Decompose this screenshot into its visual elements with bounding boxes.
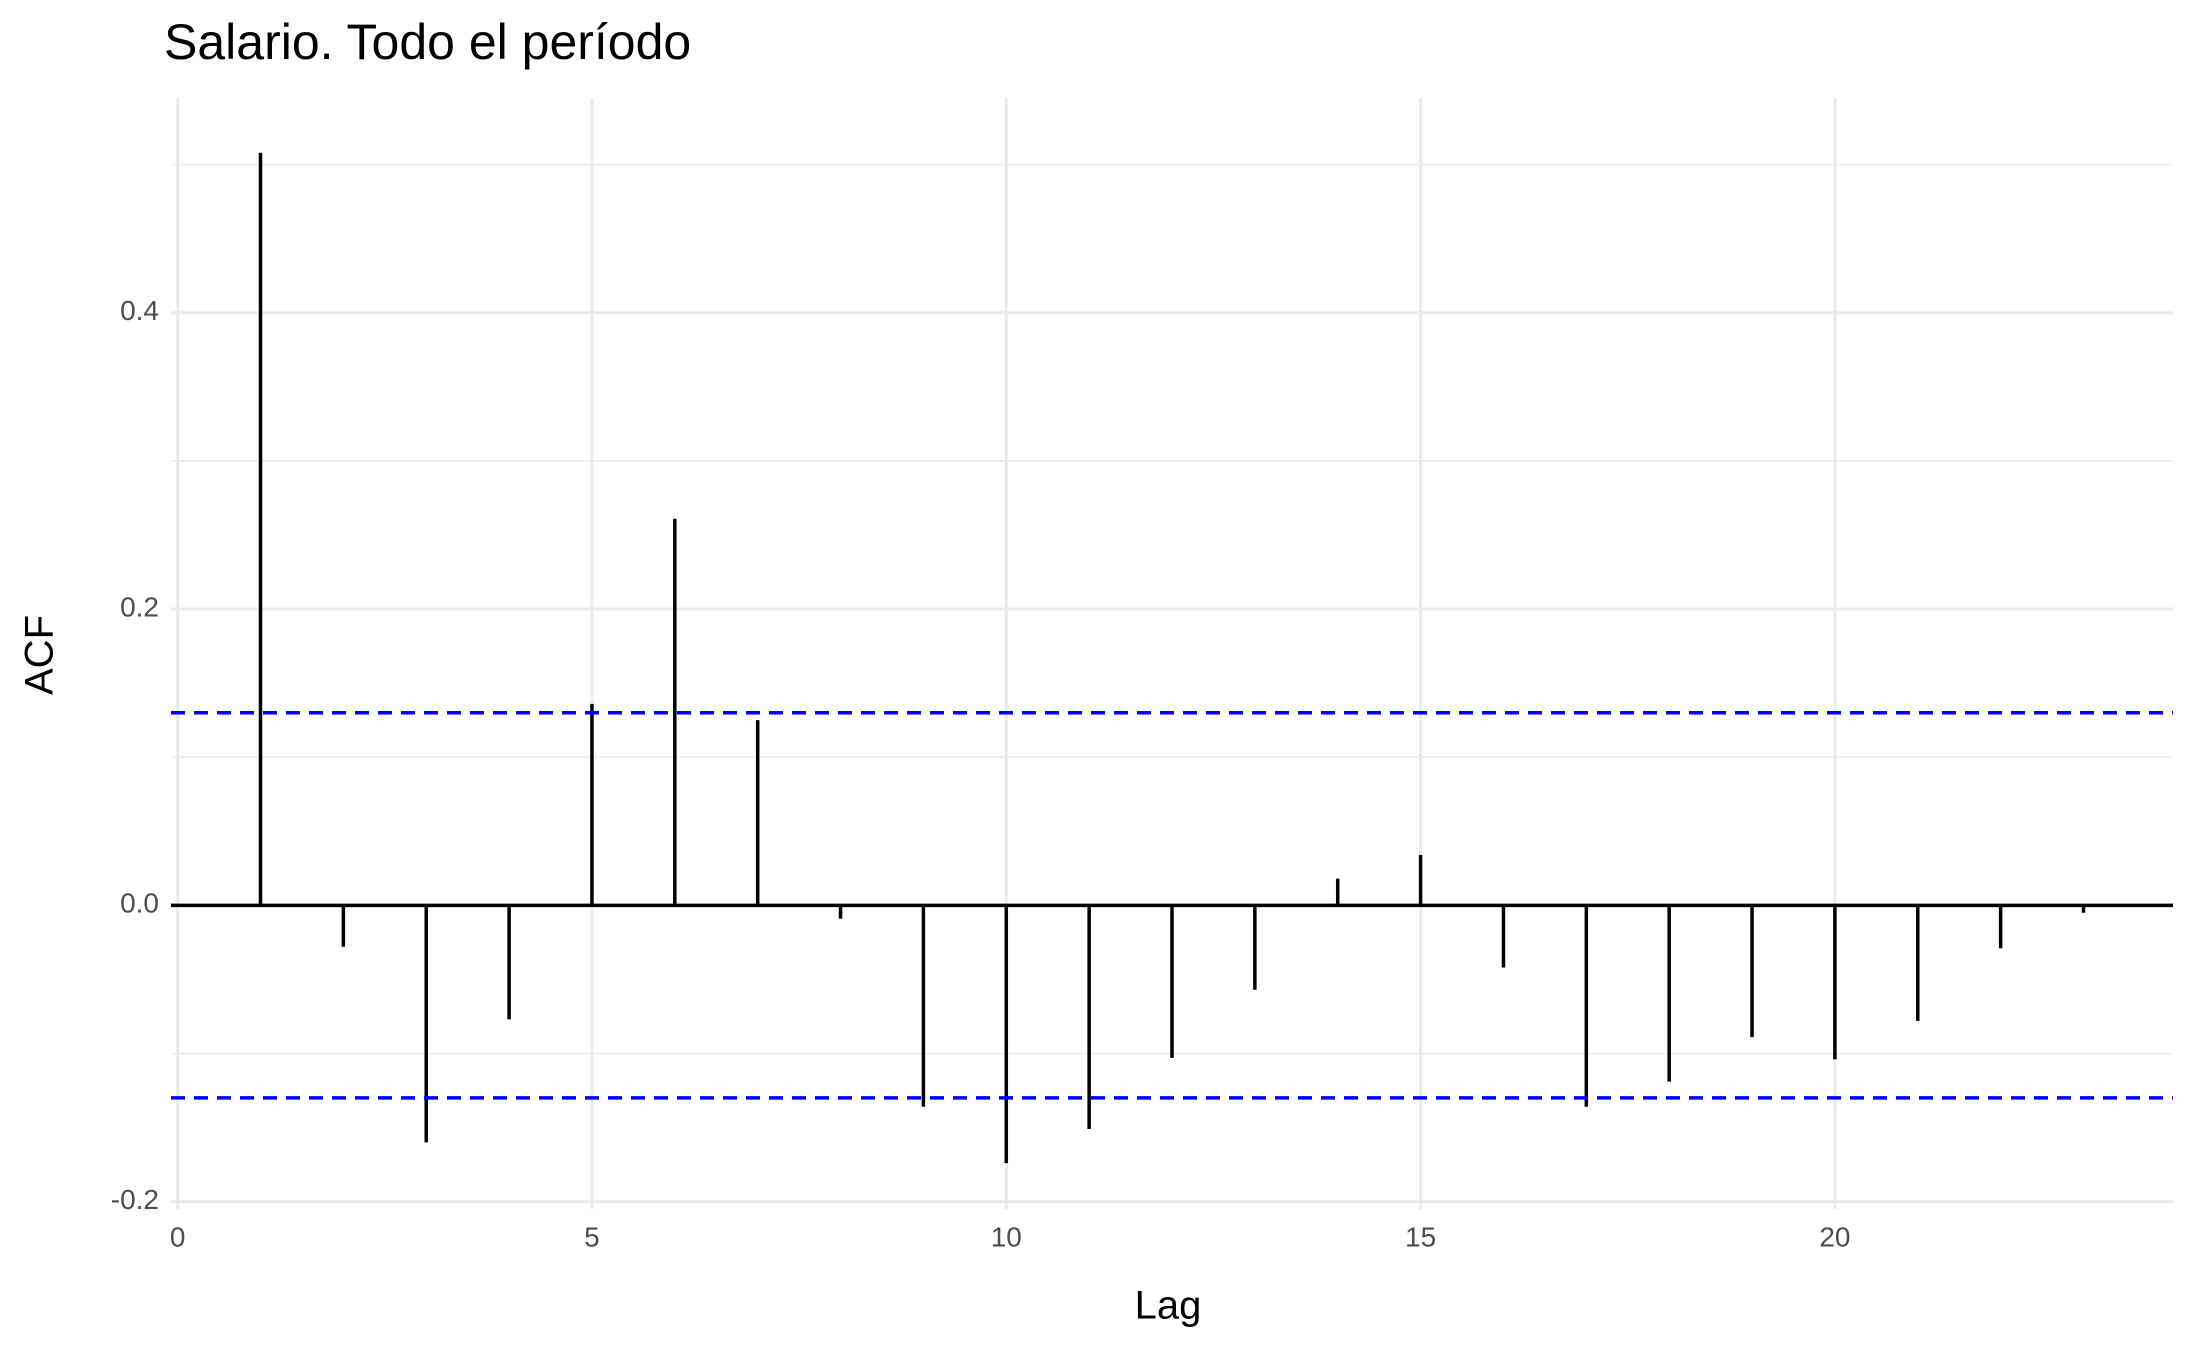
y-tick-label: 0.2 — [120, 591, 159, 622]
y-axis-title: ACF — [18, 615, 62, 695]
y-tick-label: 0.0 — [120, 888, 159, 919]
x-tick-label: 0 — [170, 1221, 186, 1252]
y-tick-label: 0.4 — [120, 295, 159, 326]
x-tick-label: 5 — [584, 1221, 600, 1252]
x-tick-label: 20 — [1819, 1221, 1850, 1252]
y-tick-label: -0.2 — [111, 1184, 159, 1215]
x-axis-title: Lag — [1135, 1284, 1202, 1328]
chart-title: Salario. Todo el período — [164, 14, 691, 70]
x-tick-label: 10 — [991, 1221, 1022, 1252]
x-tick-label: 15 — [1405, 1221, 1436, 1252]
